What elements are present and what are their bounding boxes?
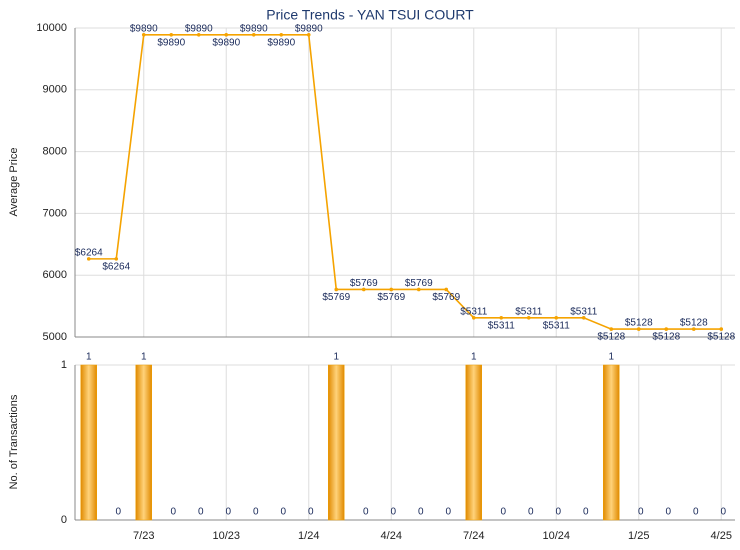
bar-label: 0: [280, 507, 286, 518]
x-tick-label: 4/25: [711, 530, 732, 542]
bar-label: 0: [363, 507, 369, 518]
data-label: $9890: [212, 37, 240, 48]
y-tick-label: 7000: [43, 207, 67, 219]
data-label: $5311: [488, 320, 516, 331]
point: [251, 32, 256, 37]
data-label: $9890: [240, 23, 268, 34]
chart-title: Price Trends - YAN TSUI COURT: [266, 7, 474, 23]
bar-label: 0: [528, 507, 534, 518]
bar-label: 0: [418, 507, 424, 518]
bar: [80, 364, 97, 521]
bar-label: 0: [555, 507, 561, 518]
x-tick-label: 4/24: [381, 530, 402, 542]
price-line: [88, 33, 722, 330]
y-tick-label: 10000: [36, 22, 67, 34]
bar-label: 1: [86, 352, 92, 363]
data-label: $5128: [680, 318, 708, 329]
point: [334, 287, 339, 292]
point: [636, 327, 641, 331]
point: [444, 287, 449, 292]
x-tick-label: 7/23: [133, 530, 154, 542]
bar-label: 1: [471, 352, 477, 363]
bar-label: 0: [638, 507, 644, 518]
bar-label: 1: [141, 352, 147, 363]
data-label: $5311: [460, 306, 488, 317]
point: [691, 327, 696, 331]
x-tick-label: 10/24: [542, 530, 570, 542]
data-label: $6264: [102, 262, 130, 273]
x-tick-label: 7/24: [463, 530, 484, 542]
bar-label: 0: [445, 507, 451, 518]
x-tick-label: 1/25: [628, 530, 649, 542]
data-label: $6264: [75, 248, 103, 259]
bar: [603, 364, 620, 521]
y-axis-label: Average Price: [8, 148, 20, 217]
point: [306, 32, 311, 37]
bar-label: 0: [390, 507, 396, 518]
point: [416, 287, 421, 292]
y-tick-label: 6000: [43, 269, 67, 281]
bar-label: 0: [665, 507, 671, 518]
point: [114, 257, 119, 261]
data-label: $5769: [405, 278, 433, 289]
data-label: $5769: [432, 292, 460, 303]
data-label: $5128: [652, 332, 680, 343]
bar-label: 0: [720, 507, 726, 518]
point: [141, 32, 146, 37]
point: [279, 32, 284, 37]
bar-label: 0: [500, 507, 506, 518]
bar-label: 0: [693, 507, 699, 518]
point: [581, 315, 586, 320]
point: [664, 327, 669, 331]
data-label: $9890: [295, 23, 323, 34]
bar: [135, 364, 152, 521]
bar-label: 0: [308, 507, 314, 518]
point: [169, 32, 174, 37]
bar-label: 0: [198, 507, 204, 518]
data-label: $5128: [625, 318, 653, 329]
bar-label: 0: [170, 507, 176, 518]
data-label: $9890: [267, 37, 295, 48]
data-label: $5769: [322, 292, 350, 303]
point: [554, 315, 559, 320]
bar: [465, 364, 482, 521]
bar: [328, 364, 345, 521]
point: [471, 315, 476, 320]
y-tick-label: 0: [61, 514, 67, 526]
bar-label: 0: [225, 507, 231, 518]
bar-label: 0: [115, 507, 121, 518]
bar-label: 1: [333, 352, 339, 363]
data-label: $5128: [597, 332, 625, 343]
point: [196, 32, 201, 37]
point: [224, 32, 229, 37]
point: [499, 315, 504, 320]
y-tick-label: 9000: [43, 84, 67, 96]
bar-label: 1: [608, 352, 614, 363]
y-tick-label: 1: [61, 359, 67, 371]
data-label: $5128: [707, 332, 735, 343]
data-label: $5769: [350, 278, 378, 289]
x-tick-label: 10/23: [212, 530, 240, 542]
point: [389, 287, 394, 292]
data-label: $5311: [515, 306, 543, 317]
bar-label: 0: [253, 507, 259, 518]
bar-label: 0: [583, 507, 589, 518]
data-label: $5769: [377, 292, 405, 303]
x-tick-label: 1/24: [298, 530, 319, 542]
point: [526, 315, 531, 320]
data-label: $9890: [185, 23, 213, 34]
point: [86, 257, 91, 261]
y-tick-label: 5000: [43, 331, 67, 343]
data-label: $9890: [130, 23, 158, 34]
data-label: $5311: [570, 306, 598, 317]
point: [361, 287, 366, 292]
data-label: $9890: [157, 37, 185, 48]
y-tick-label: 8000: [43, 146, 67, 158]
point: [609, 327, 614, 331]
data-label: $5311: [543, 320, 571, 331]
y-axis-label: No. of Transactions: [8, 394, 20, 489]
point: [719, 327, 724, 331]
